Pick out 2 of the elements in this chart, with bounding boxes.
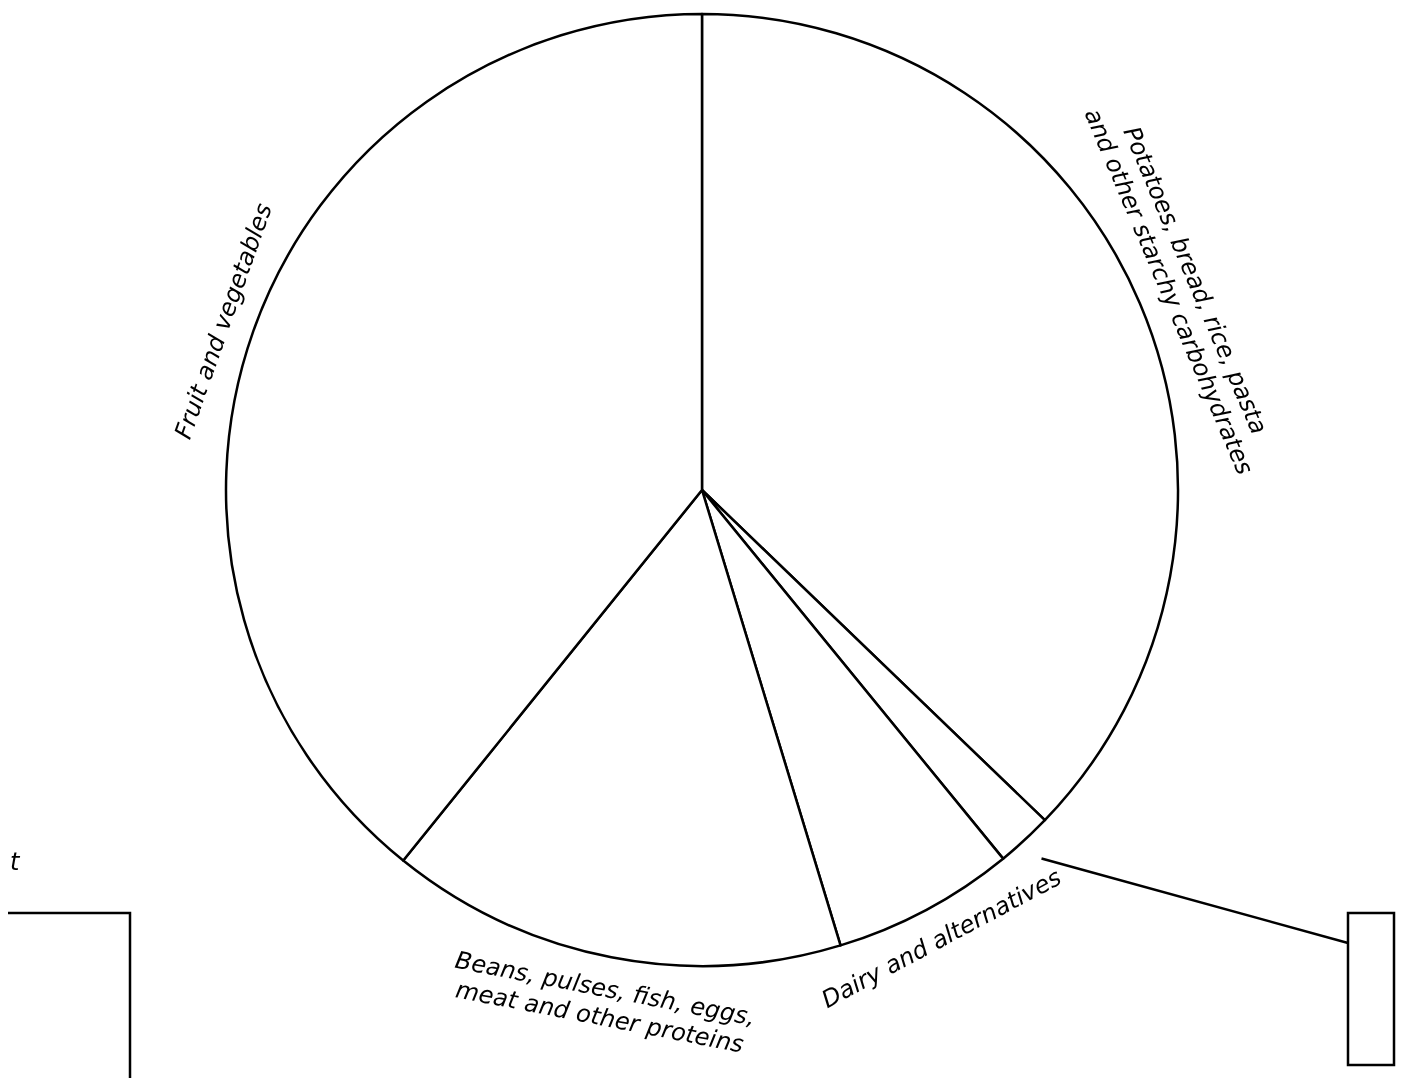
text: t (10, 848, 21, 876)
slice-label: Beans, pulses, fish, eggs, meat and other proteins (452, 945, 758, 1059)
